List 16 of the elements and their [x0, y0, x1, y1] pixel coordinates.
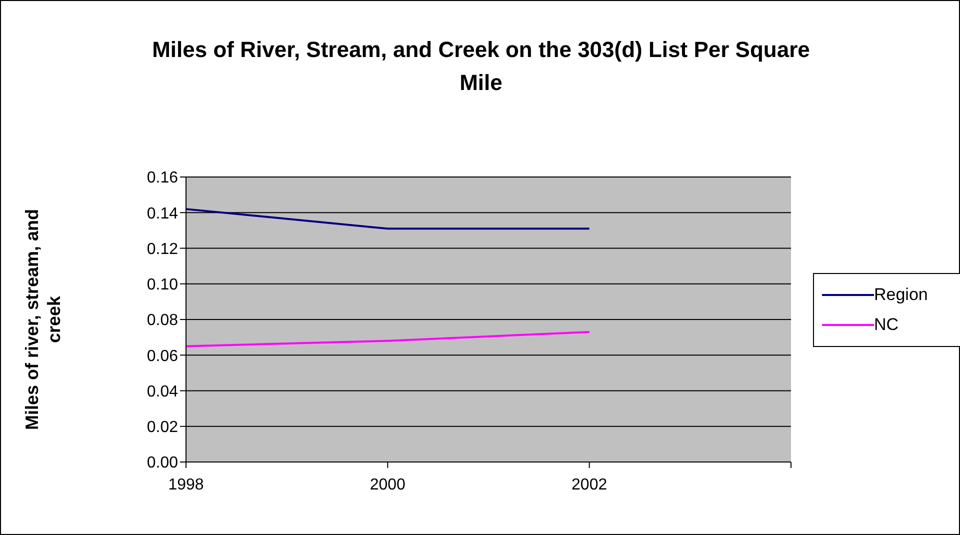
- y-tick-label: 0.04: [146, 383, 178, 400]
- y-tick-label: 0.06: [146, 348, 178, 365]
- y-tick-label: 0.08: [146, 312, 178, 330]
- chart-title: Miles of River, Stream, and Creek on the 303(d) List Per Square Mile: [151, 36, 811, 97]
- y-tick-label: 0.14: [146, 205, 178, 222]
- legend-label: NC: [874, 315, 899, 335]
- y-axis-title: Miles of river, stream, and creek: [22, 208, 64, 430]
- legend-label: Region: [874, 285, 928, 305]
- y-tick-label: 0.00: [146, 454, 178, 472]
- y-tick-label: 0.10: [146, 276, 178, 294]
- y-tick-label: 0.16: [146, 170, 178, 187]
- x-tick-label: 2002: [572, 476, 608, 494]
- y-tick-label: 0.02: [146, 419, 178, 436]
- y-tick-label: 0.12: [146, 240, 178, 258]
- x-tick-label: 2000: [370, 476, 406, 494]
- x-tick-label: 1998: [168, 476, 204, 494]
